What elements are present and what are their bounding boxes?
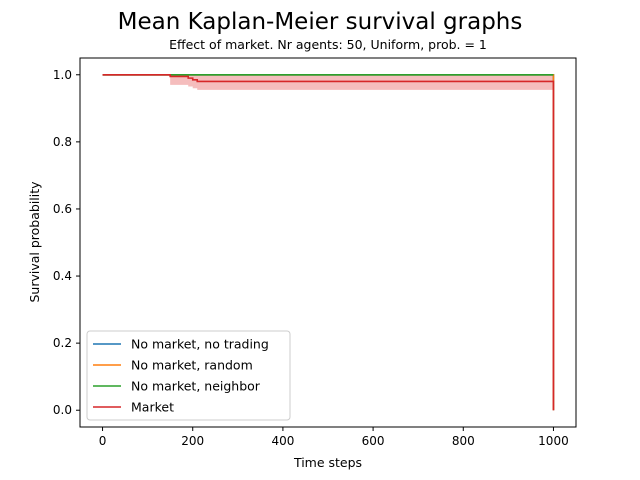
legend-label: Market [131,400,174,415]
y-tick-label: 0.6 [53,202,72,216]
plot-border [79,57,577,428]
series-line-market [102,73,555,411]
y-axis-label: Survival probability [27,181,42,303]
x-tick-label: 400 [271,434,294,448]
legend-label: No market, no trading [131,337,269,352]
y-tick-label: 0.0 [53,403,72,417]
y-tick-label: 0.8 [53,135,72,149]
confidence-bands [102,74,554,90]
series-lines [102,73,555,411]
confidence-band-market [102,74,554,90]
y-tick-label: 1.0 [53,68,72,82]
x-axis-ticks: 0 200 400 600 800 1000 [99,427,569,448]
chart-subtitle: Effect of market. Nr agents: 50, Uniform… [169,37,487,52]
y-axis-ticks: 0.0 0.2 0.4 0.6 0.8 1.0 [53,68,80,417]
legend: No market, no trading No market, random No… [86,330,291,421]
legend-frame [86,330,291,421]
legend-label: No market, neighbor [131,379,261,394]
x-tick-label: 200 [181,434,204,448]
x-tick-label: 600 [362,434,385,448]
x-tick-label: 800 [452,434,475,448]
x-tick-label: 1000 [538,434,569,448]
x-tick-label: 0 [99,434,107,448]
chart-title: Mean Kaplan-Meier survival graphs [118,9,523,35]
x-axis-label: Time steps [293,455,362,470]
y-tick-label: 0.4 [53,269,72,283]
y-tick-label: 0.2 [53,336,72,350]
legend-label: No market, random [131,358,253,373]
